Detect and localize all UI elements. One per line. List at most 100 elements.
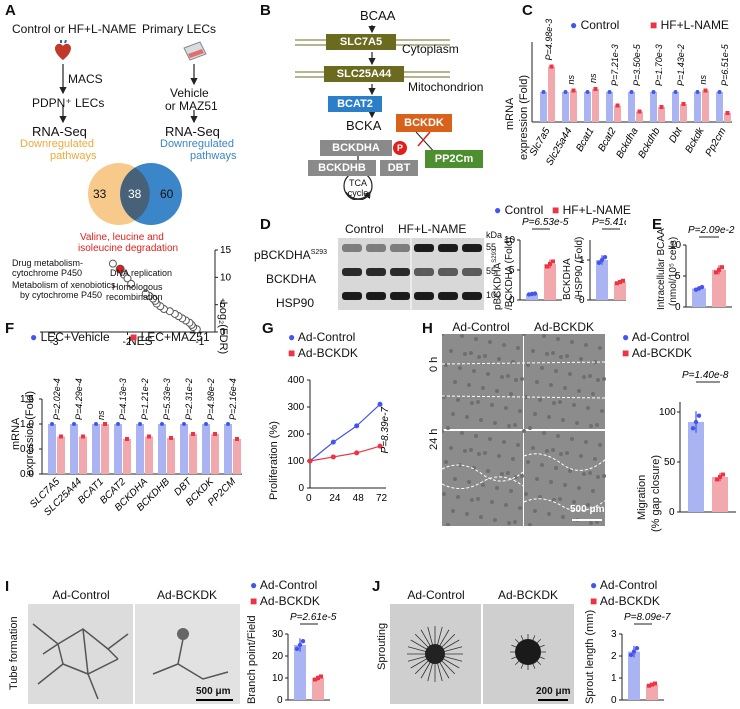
data-point <box>354 423 360 429</box>
cell-texture <box>470 401 474 405</box>
y-tick-label: 0 <box>675 302 681 310</box>
p-value: P=8.39e-7 <box>380 407 390 454</box>
cell-texture <box>568 469 572 473</box>
tube-network <box>87 673 99 700</box>
p-value: P=6.51e-5 <box>720 43 730 86</box>
p-value: P=4.98e-3 <box>544 19 554 61</box>
panel-label: B <box>260 2 271 19</box>
cell-texture <box>476 400 480 404</box>
bckdha-subunit: BCKDHA <box>320 140 392 156</box>
data-point <box>354 450 360 456</box>
blot-band <box>366 244 386 252</box>
cell-texture <box>504 406 508 410</box>
scratch-image-grid <box>440 332 607 527</box>
cell-texture <box>540 366 544 370</box>
g-ylabel: Proliferation (%) <box>268 421 280 500</box>
panel-j-label: J <box>372 578 381 595</box>
bckdk-enzyme: BCKDK <box>396 114 452 132</box>
data-point <box>545 264 549 269</box>
data-point-vehicle <box>226 422 230 426</box>
j-col-control: Ad-Control <box>407 588 465 602</box>
data-point <box>720 265 724 270</box>
h-row-24h: 24 h <box>428 428 440 450</box>
cell-texture <box>511 457 515 461</box>
data-point <box>628 652 634 658</box>
highlight-2: isoleucine degradation <box>78 243 179 254</box>
p-value: P=1.70e-3 <box>654 44 664 86</box>
cell-texture <box>488 340 492 344</box>
highlight-point <box>115 264 125 274</box>
cell-texture <box>488 437 492 441</box>
mw-1: 55 <box>486 242 497 252</box>
cell-texture <box>552 401 556 405</box>
bar-control <box>562 92 569 122</box>
series-control <box>309 403 381 462</box>
cell-texture <box>602 474 606 478</box>
p-value: P=4.29e-4 <box>74 378 84 420</box>
cell-texture <box>502 440 506 444</box>
cell-texture <box>502 343 506 347</box>
data-point-maz51 <box>59 434 63 439</box>
cell-texture <box>446 426 450 430</box>
bar-control <box>596 260 608 300</box>
cell-texture <box>451 412 455 416</box>
j-ylabel: Sprout length (mm) <box>584 609 596 704</box>
bar-control <box>672 92 679 122</box>
blot-band <box>414 244 434 252</box>
cell-texture <box>593 457 597 461</box>
cell-texture <box>506 471 510 475</box>
y-tick-label: 2 <box>611 651 617 662</box>
cell-texture <box>538 495 542 499</box>
y-tick-label: 0 <box>579 295 585 306</box>
rnaseq-left: RNA-Seq <box>32 124 87 139</box>
data-point <box>621 278 625 283</box>
cell-texture <box>481 386 485 390</box>
y-tick-label: 300 <box>288 402 305 413</box>
y-tick-label: 0 <box>220 327 226 338</box>
cell-texture <box>600 409 604 413</box>
bar-maz51 <box>57 436 65 474</box>
mw-3: 100 <box>486 290 502 300</box>
blot-col-control: Control <box>345 222 384 236</box>
x-tick-label: -2 <box>123 337 132 348</box>
venn-diagram <box>88 163 182 225</box>
data-point <box>377 401 383 407</box>
bar-control <box>688 422 704 512</box>
cell-texture <box>465 415 469 419</box>
cell-texture <box>579 454 583 458</box>
cell-texture <box>467 480 471 484</box>
cell-texture <box>474 337 478 341</box>
cell-texture <box>535 380 539 384</box>
data-point-vehicle <box>204 422 208 426</box>
cell-texture <box>497 454 501 458</box>
data-point <box>718 475 722 479</box>
pdpn-label: PDPN⁺ LECs <box>32 96 105 110</box>
data-point <box>316 676 320 680</box>
cell-texture <box>558 497 562 501</box>
data-point-maz51 <box>147 434 151 439</box>
p-value: P=5.41e-4 <box>592 217 626 228</box>
flask-icon <box>183 41 207 61</box>
highlight-1: Valine, leucine and <box>80 232 164 243</box>
pathway-xeno-1: Metabolism of xenobiotics <box>12 280 116 290</box>
bar-maz51 <box>189 434 197 474</box>
x-tick-label: -3 <box>50 337 59 348</box>
cell-texture <box>552 498 556 502</box>
bar-vehicle <box>92 424 100 474</box>
pathway-point <box>123 274 132 283</box>
cycle-label: cycle <box>347 188 369 198</box>
bar-vehicle <box>202 424 210 474</box>
data-point-control <box>563 90 568 94</box>
bar-vehicle <box>114 424 122 474</box>
spheroid <box>425 644 445 664</box>
gap-edge <box>441 464 524 482</box>
y-tick-label: 10 <box>670 240 682 251</box>
gap-edge <box>441 395 607 399</box>
data-point-treated <box>725 111 730 115</box>
panel-d: D Control HF+L-NAME kDa pBCKDHAS293 BCKD… <box>250 200 620 310</box>
blot-row-bckdha: BCKDHA <box>266 272 317 286</box>
cell-texture <box>547 512 551 516</box>
p-value: P=2.61e-5 <box>290 612 337 623</box>
f-legend-maz51: ■ LEC+MAZ51 <box>130 330 210 344</box>
legend-control: ● Control <box>570 18 620 32</box>
